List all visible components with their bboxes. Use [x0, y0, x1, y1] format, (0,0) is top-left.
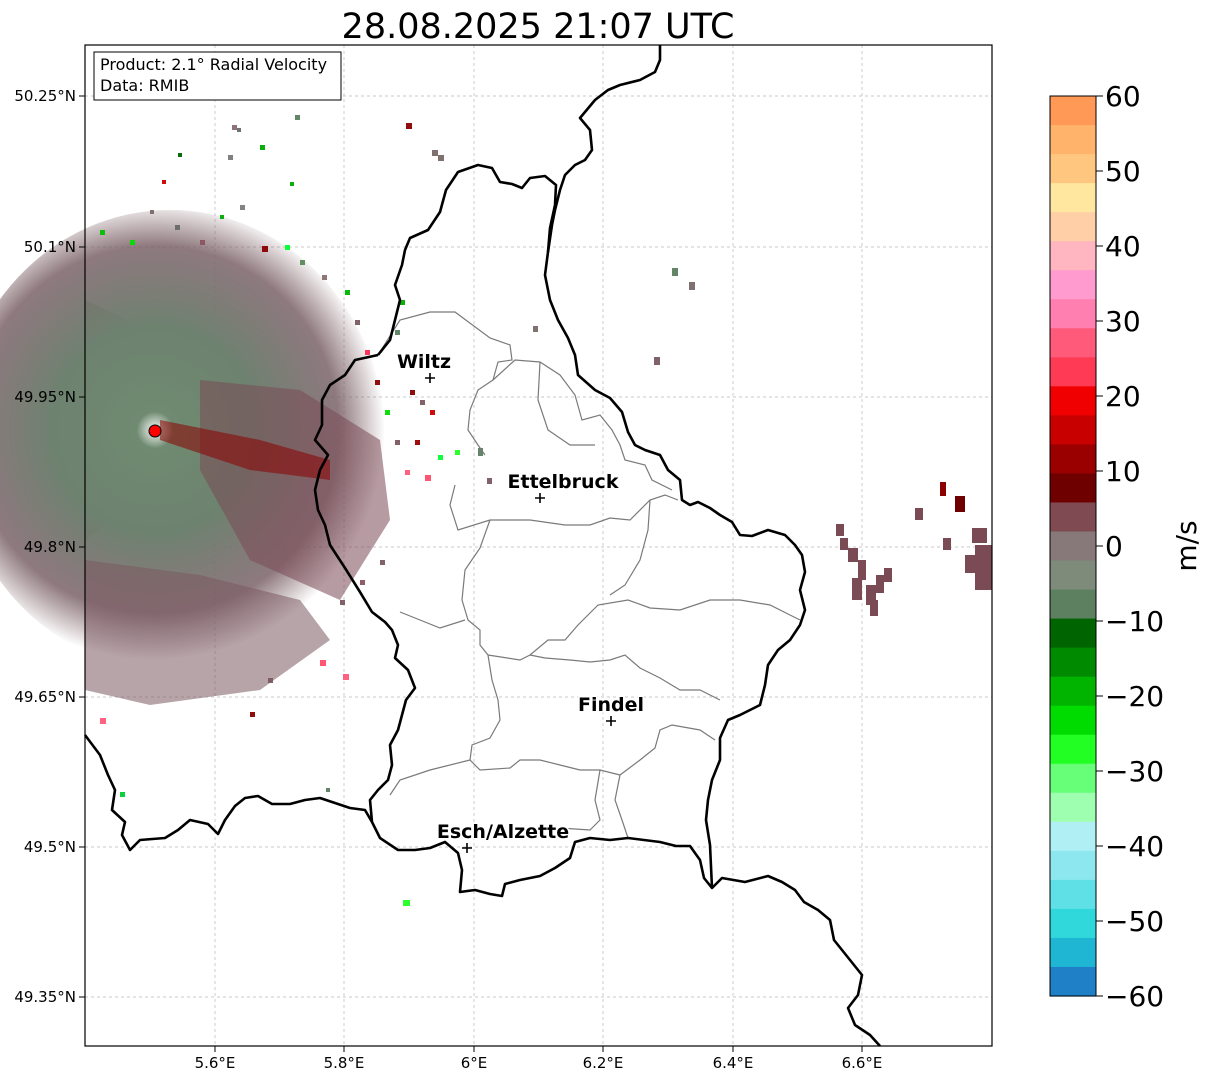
city-marker-icon	[606, 716, 616, 726]
echo-south-lobe	[85, 560, 330, 705]
lat-tick-label: 49.95°N	[14, 388, 76, 406]
colorbar-swatch	[1050, 241, 1096, 271]
lon-tick-label: 6.4°E	[713, 1054, 754, 1072]
colorbar-tick-label: −40	[1105, 830, 1164, 863]
lon-tick-label: 5.8°E	[324, 1054, 365, 1072]
lat-tick-label: 49.5°N	[24, 838, 76, 856]
colorbar-tick-label: 20	[1105, 380, 1141, 413]
colorbar-swatch	[1050, 850, 1096, 881]
city-wiltz: Wiltz	[395, 350, 453, 383]
colorbar-swatch	[1050, 908, 1096, 939]
echo-red-band	[160, 420, 330, 480]
product-label: Product: 2.1° Radial Velocity	[100, 55, 327, 74]
city-esch-alzette: Esch/Alzette	[435, 820, 571, 853]
colorbar-tick-label: 40	[1105, 230, 1141, 263]
colorbar-swatch	[1050, 183, 1096, 213]
city-label: Wiltz	[397, 351, 451, 373]
colorbar-swatch	[1050, 502, 1096, 533]
city-ettelbruck: Ettelbruck	[506, 470, 620, 503]
colorbar-swatches	[1050, 96, 1096, 997]
colorbar-swatch	[1050, 821, 1096, 852]
lon-tick-label: 5.6°E	[195, 1054, 236, 1072]
colorbar-swatch	[1050, 705, 1096, 736]
colorbar-tick-label: −10	[1105, 605, 1164, 638]
colorbar-swatch	[1050, 589, 1096, 620]
colorbar-tick-label: −60	[1105, 980, 1164, 1013]
colorbar-unit-label: m/s	[1170, 520, 1203, 571]
city-label: Findel	[578, 694, 644, 716]
colorbar-tick-label: −20	[1105, 680, 1164, 713]
product-info-box: Product: 2.1° Radial Velocity Data: RMIB	[93, 51, 342, 101]
colorbar-swatch	[1050, 415, 1096, 445]
lat-tick-label: 49.35°N	[14, 988, 76, 1006]
lon-tick-label: 6.2°E	[583, 1054, 624, 1072]
y-axis: 50.25°N 50.1°N 49.95°N 49.8°N 49.65°N 49…	[14, 87, 85, 1006]
colorbar-tick-label: 10	[1105, 455, 1141, 488]
colorbar-swatch	[1050, 328, 1096, 358]
colorbar-swatch	[1050, 966, 1096, 997]
lat-tick-label: 49.65°N	[14, 688, 76, 706]
colorbar-tick-label: 0	[1105, 530, 1123, 563]
canton-borders	[377, 311, 801, 839]
colorbar-swatch	[1050, 473, 1096, 504]
city-label: Ettelbruck	[508, 471, 619, 493]
colorbar-swatch	[1050, 937, 1096, 968]
city-marker-icon	[535, 493, 545, 503]
colorbar-tick-label: 30	[1105, 305, 1141, 338]
colorbar-tick-label: −30	[1105, 755, 1164, 788]
colorbar-swatch	[1050, 386, 1096, 416]
lat-tick-label: 50.1°N	[24, 238, 76, 256]
lat-tick-label: 49.8°N	[24, 538, 76, 556]
colorbar-swatch	[1050, 734, 1096, 765]
colorbar-swatch	[1050, 154, 1096, 184]
lat-tick-label: 50.25°N	[14, 87, 76, 105]
colorbar-swatch	[1050, 763, 1096, 794]
colorbar-swatch	[1050, 560, 1096, 591]
colorbar-swatch	[1050, 270, 1096, 300]
echo-east-lobe	[200, 380, 390, 600]
city-findel: Findel	[576, 693, 646, 726]
colorbar-tick-label: −50	[1105, 905, 1164, 938]
colorbar-swatch	[1050, 531, 1096, 562]
national-borders	[83, 45, 881, 1047]
x-axis: 5.6°E 5.8°E 6°E 6.2°E 6.4°E 6.6°E	[195, 1046, 883, 1072]
city-label: Esch/Alzette	[437, 821, 569, 843]
colorbar-swatch	[1050, 96, 1096, 126]
city-markers: Wiltz Ettelbruck Findel Esch/Alzette	[395, 350, 646, 853]
echo-pixels	[100, 115, 695, 906]
city-marker-icon	[462, 843, 472, 853]
map-frame	[84, 44, 993, 1047]
colorbar-swatch	[1050, 879, 1096, 910]
colorbar-swatch	[1050, 212, 1096, 242]
colorbar-tick-label: 60	[1105, 80, 1141, 113]
colorbar-swatch	[1050, 125, 1096, 155]
colorbar-swatch	[1050, 792, 1096, 823]
radar-echo-layer	[0, 115, 992, 906]
colorbar: 60 50 40 30 20 10 0 −10 −20 −30 −40 −50 …	[1049, 80, 1203, 1013]
lon-tick-label: 6.6°E	[842, 1054, 883, 1072]
colorbar-ticks: 60 50 40 30 20 10 0 −10 −20 −30 −40 −50 …	[1096, 80, 1164, 1013]
echo-east-clutter	[836, 482, 992, 616]
colorbar-swatch	[1050, 444, 1096, 475]
colorbar-tick-label: 50	[1105, 155, 1141, 188]
city-marker-icon	[425, 373, 435, 383]
data-source-label: Data: RMIB	[100, 76, 189, 95]
colorbar-swatch	[1050, 299, 1096, 329]
colorbar-swatch	[1050, 618, 1096, 649]
colorbar-swatch	[1050, 357, 1096, 387]
colorbar-swatch	[1050, 676, 1096, 707]
lon-tick-label: 6°E	[461, 1054, 488, 1072]
colorbar-swatch	[1050, 647, 1096, 678]
map-title: 28.08.2025 21:07 UTC	[342, 7, 735, 47]
radar-site-marker	[148, 424, 162, 438]
